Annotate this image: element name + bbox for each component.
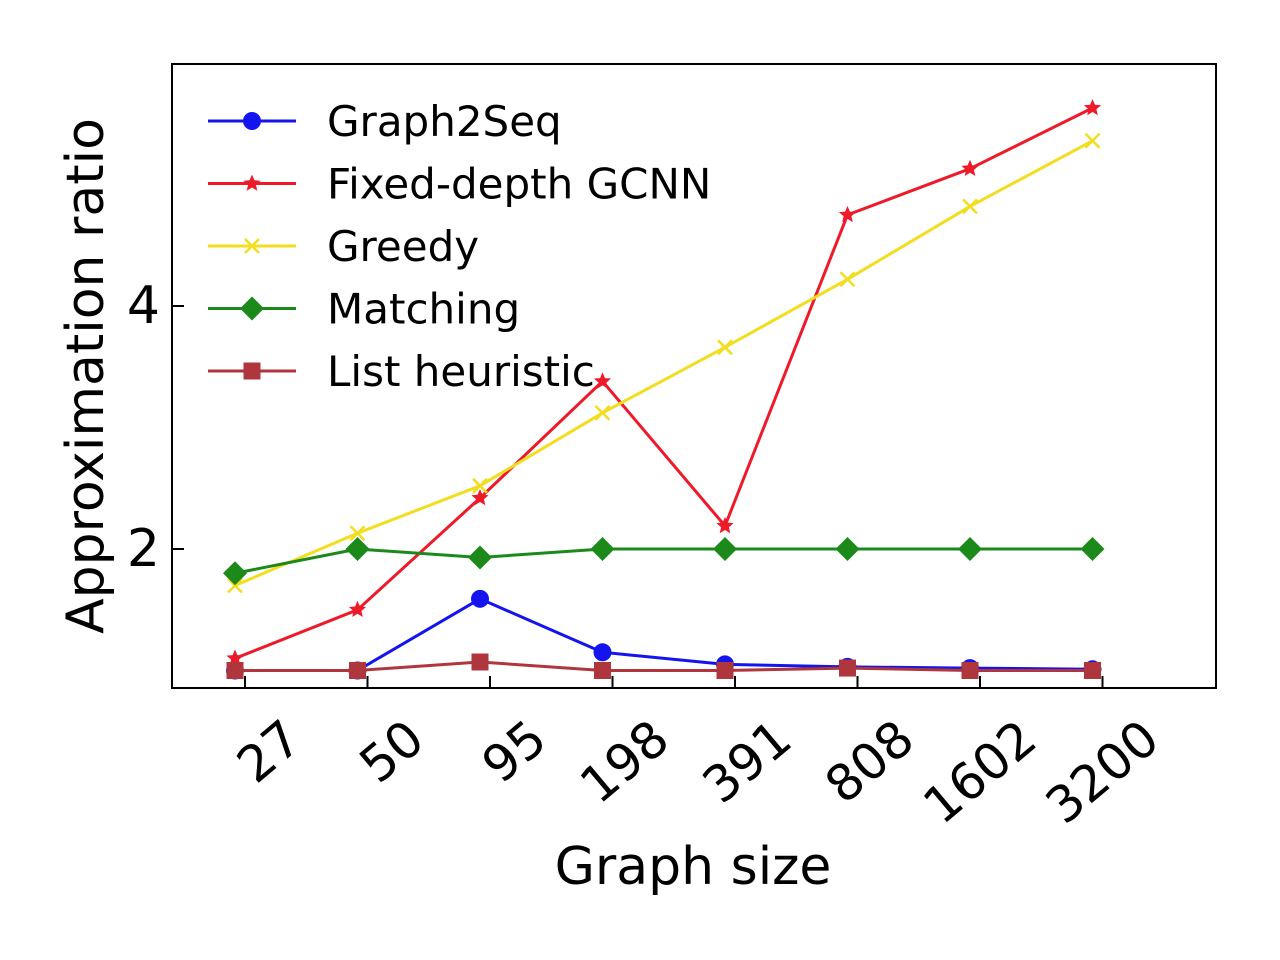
legend-marker	[243, 174, 261, 191]
legend: Graph2Seq Fixed-depth GCNN Greedy Matching L…	[208, 97, 711, 396]
data-point	[1084, 662, 1101, 679]
x-tick-label: 391	[692, 709, 802, 815]
data-point	[471, 589, 489, 608]
x-tick-label: 1602	[913, 709, 1048, 835]
data-point	[594, 405, 611, 421]
legend-label: Graph2Seq	[327, 97, 562, 146]
legend-marker	[240, 296, 264, 321]
x-tick-label: 50	[349, 709, 435, 794]
series-4	[226, 653, 1101, 679]
data-point	[961, 159, 979, 176]
x-tick-label: 198	[569, 709, 679, 815]
data-point	[1084, 132, 1101, 149]
x-axis-title: Graph size	[555, 837, 832, 897]
data-point	[838, 205, 857, 223]
legend-label: Fixed-depth GCNN	[327, 160, 711, 209]
data-point	[716, 516, 734, 534]
series-line	[234, 106, 1094, 660]
x-tick-label: 808	[814, 709, 924, 815]
data-point	[962, 198, 978, 215]
y-tick-label: 2	[127, 519, 160, 579]
data-point	[1080, 537, 1105, 561]
legend-entry: Graph2Seq	[208, 97, 562, 146]
data-point	[839, 659, 856, 677]
data-point	[472, 477, 488, 494]
data-point	[593, 372, 612, 389]
data-point	[590, 537, 615, 561]
x-tick-label: 27	[226, 709, 312, 794]
y-axis-title: Approximation ratio	[56, 118, 116, 634]
series-line	[235, 597, 1093, 672]
data-point	[471, 489, 489, 506]
chart-marks	[223, 99, 1105, 680]
x-tick-label: 95	[471, 709, 557, 794]
legend-marker	[244, 238, 260, 254]
legend-entry: Greedy	[208, 222, 479, 271]
data-point	[223, 561, 247, 586]
data-point	[961, 662, 979, 679]
data-point	[226, 662, 244, 679]
data-point	[349, 662, 366, 679]
series-line	[235, 660, 1093, 672]
series-line	[234, 139, 1094, 587]
legend-marker	[243, 362, 261, 380]
legend-entry: Matching	[208, 285, 520, 334]
data-point	[349, 525, 366, 542]
series-line	[234, 547, 1093, 575]
data-point	[958, 537, 982, 561]
data-point	[348, 600, 367, 617]
data-point	[468, 545, 492, 570]
data-point	[716, 662, 734, 679]
data-point	[593, 643, 612, 662]
data-point	[227, 577, 243, 594]
legend-entry: List heuristic	[208, 347, 595, 396]
data-point	[839, 271, 856, 288]
data-point	[1083, 99, 1102, 116]
x-tick-label: 3200	[1035, 709, 1170, 835]
data-point	[345, 537, 370, 561]
series-2	[227, 132, 1101, 594]
data-point	[226, 649, 244, 666]
legend-entry: Fixed-depth GCNN	[208, 160, 711, 209]
legend-marker	[243, 112, 261, 130]
data-point	[594, 662, 611, 679]
plot-frame	[171, 63, 1217, 689]
series-1	[226, 99, 1102, 666]
legend-label: Matching	[327, 285, 520, 334]
y-tick-label: 4	[127, 276, 160, 336]
series-3	[223, 537, 1105, 586]
legend-label: List heuristic	[327, 347, 595, 396]
data-point	[835, 537, 860, 561]
data-point	[717, 339, 733, 356]
legend-label: Greedy	[327, 222, 479, 271]
data-point	[471, 653, 489, 671]
data-point	[713, 537, 737, 561]
